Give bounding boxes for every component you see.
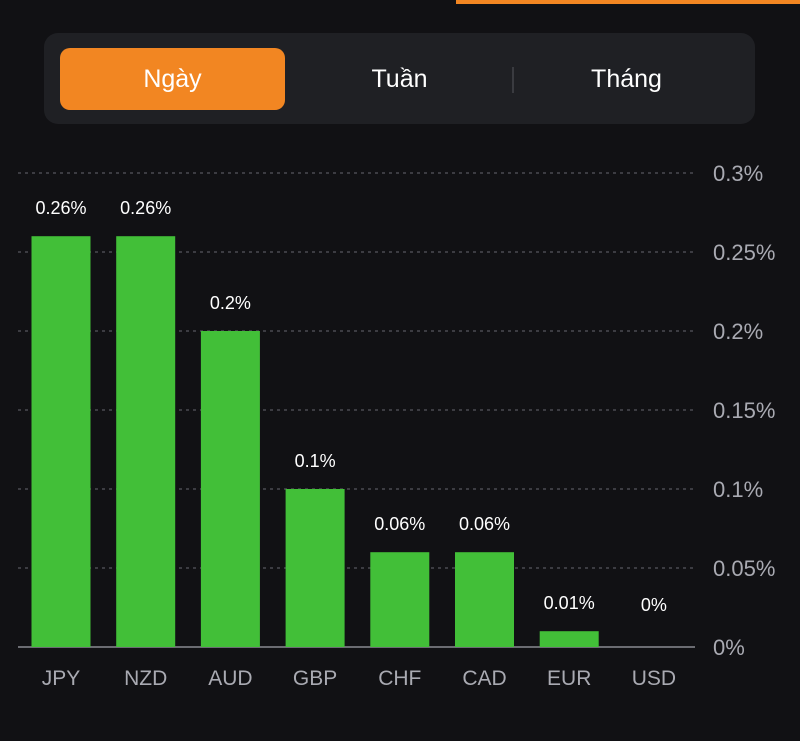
x-tick-label-cad: CAD (462, 667, 506, 690)
value-label-cad: 0.06% (459, 514, 510, 534)
y-axis-ticks: 0% 0.05% 0.1% 0.15% 0.2% 0.25% 0.3% (713, 161, 775, 660)
tab-divider (512, 67, 514, 93)
y-tick-label: 0.2% (713, 319, 763, 344)
y-tick-label: 0.1% (713, 477, 763, 502)
y-tick-label: 0.3% (713, 161, 763, 186)
value-label-nzd: 0.26% (120, 198, 171, 218)
value-labels: 0.26% 0.26% 0.2% 0.1% 0.06% 0.06% 0.01% 0% (35, 198, 666, 615)
x-tick-label-aud: AUD (208, 667, 252, 690)
value-label-eur: 0.01% (544, 593, 595, 613)
x-tick-label-usd: USD (632, 667, 676, 690)
y-tick-label: 0% (713, 635, 745, 660)
bar-eur (539, 631, 599, 647)
value-label-gbp: 0.1% (295, 451, 336, 471)
x-tick-label-eur: EUR (547, 667, 591, 690)
x-tick-label-chf: CHF (378, 667, 421, 690)
x-tick-label-gbp: GBP (293, 667, 337, 690)
y-tick-label: 0.05% (713, 556, 775, 581)
tab-day[interactable]: Ngày (60, 48, 285, 110)
x-axis-ticks: JPY NZD AUD GBP CHF CAD EUR USD (42, 667, 676, 690)
bar-nzd (116, 236, 176, 647)
bar-cad (455, 552, 514, 647)
y-tick-label: 0.25% (713, 240, 775, 265)
value-label-chf: 0.06% (374, 514, 425, 534)
top-accent-bar (456, 0, 800, 4)
value-label-aud: 0.2% (210, 293, 251, 313)
bars (31, 236, 599, 647)
x-tick-label-nzd: NZD (124, 667, 167, 690)
period-segmented-control: Ngày Tuần Tháng (44, 33, 755, 124)
tab-week[interactable]: Tuần (371, 64, 428, 93)
x-tick-label-jpy: JPY (42, 667, 81, 690)
value-label-usd: 0% (641, 595, 667, 615)
bar-jpy (31, 236, 91, 647)
tab-month[interactable]: Tháng (591, 64, 662, 93)
bar-gbp (285, 489, 345, 647)
bar-aud (200, 331, 260, 647)
y-tick-label: 0.15% (713, 398, 775, 423)
bar-chf (370, 552, 430, 647)
value-label-jpy: 0.26% (35, 198, 86, 218)
